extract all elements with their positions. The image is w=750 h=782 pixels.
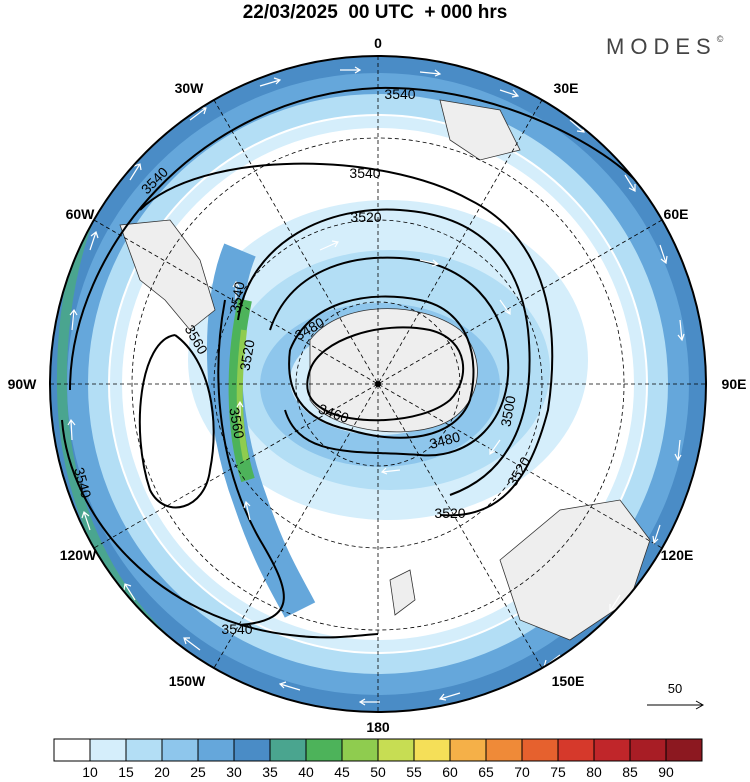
reference-vector-label: 50 [668, 681, 682, 696]
colorbar-swatch [557, 738, 595, 762]
colorbar-swatch [377, 738, 415, 762]
antarctica-land [309, 308, 478, 433]
colorbar-swatch [521, 738, 559, 762]
colorbar-swatch [197, 738, 235, 762]
lon-label-0: 0 [374, 35, 382, 51]
colorbar-tick-label: 70 [514, 764, 530, 780]
map-title: 22/03/2025 00 UTC + 000 hrs [242, 2, 508, 23]
contour-label: 3540 [349, 165, 380, 181]
contour-3500 [269, 256, 510, 457]
colorbar-swatch [413, 738, 451, 762]
contour-label: 3520 [434, 505, 465, 521]
contour-label: 3560 [226, 406, 247, 440]
contour-label: 3520 [236, 338, 257, 372]
colorbar-swatch [629, 738, 667, 762]
reference-vector-arrow [647, 700, 705, 710]
lon-label-90w: 90W [8, 376, 38, 392]
colorbar-tick-label: 80 [586, 764, 602, 780]
contour-outer-south [61, 419, 379, 639]
colorbar-swatch [125, 738, 163, 762]
colorbar-tick-label: 10 [82, 764, 98, 780]
graticule [50, 56, 706, 712]
wind-vectors [67, 66, 685, 706]
copyright-mark: © [716, 34, 724, 44]
colorbar-tick-label: 55 [406, 764, 422, 780]
contour-label: 3540 [221, 621, 252, 637]
colorbar-swatch [89, 738, 127, 762]
contour-label: 3520 [350, 209, 381, 225]
contour-3520 [237, 208, 531, 496]
colorbar-swatch [593, 738, 631, 762]
colorbar-tick-label: 50 [370, 764, 386, 780]
colorbar: 10 15 20 25 30 35 40 45 50 55 60 65 70 75 80 85 90 [53, 738, 703, 780]
jet-band-3 [88, 94, 668, 674]
colorbar-tick-label: 45 [334, 764, 350, 780]
colorbar-swatch [485, 738, 523, 762]
south-pole-marker [375, 381, 381, 387]
contour-label: 3500 [497, 394, 518, 428]
contour-label: 3540 [226, 280, 247, 314]
contour-3540-trough [217, 299, 285, 626]
colorbar-swatch [233, 738, 271, 762]
height-contours [61, 86, 651, 639]
map-boundary [49, 55, 707, 713]
colorbar-tick-label: 40 [298, 764, 314, 780]
colorbar-swatch [665, 738, 703, 762]
colorbar-swatch [161, 738, 199, 762]
lon-label-30e: 30E [554, 80, 579, 96]
contour-label: 3480 [428, 428, 462, 452]
contour-3560 [138, 334, 215, 509]
contour-3540-inner [139, 162, 554, 517]
colorbar-swatch [341, 738, 379, 762]
colorbar-tick-label: 90 [658, 764, 674, 780]
contour-label: 3540 [384, 86, 415, 102]
lon-label-60w: 60W [66, 206, 96, 222]
colorbar-swatch [305, 738, 343, 762]
brand-name: MODES [606, 34, 717, 59]
africa-land [439, 99, 521, 161]
lon-label-150e: 150E [552, 673, 585, 689]
colorbar-swatch [269, 738, 307, 762]
lon-label-30w: 30W [175, 80, 205, 96]
colorbar-tick-label: 25 [190, 764, 206, 780]
new-zealand-land [389, 569, 416, 616]
lon-label-120w: 120W [60, 547, 97, 563]
contour-3460 [306, 326, 464, 422]
lon-label-60e: 60E [664, 206, 689, 222]
trough-jet-core [228, 298, 255, 483]
contour-outer [69, 86, 651, 391]
colorbar-tick-label: 85 [622, 764, 638, 780]
south-america-land [119, 219, 216, 331]
lon-label-120e: 120E [661, 547, 694, 563]
colorbar-tick-label: 15 [118, 764, 134, 780]
colorbar-swatch [449, 738, 487, 762]
colorbar-tick-label: 60 [442, 764, 458, 780]
colorbar-tick-label: 65 [478, 764, 494, 780]
contour-3480 [288, 295, 475, 439]
map-disk [50, 56, 706, 712]
brand-logo: MODES© [606, 34, 723, 60]
colorbar-swatch [53, 738, 91, 762]
lon-label-90e: 90E [722, 376, 747, 392]
lon-label-150w: 150W [169, 673, 206, 689]
contour-label: 3540 [71, 466, 95, 500]
colorbar-tick-label: 20 [154, 764, 170, 780]
colorbar-tick-label: 35 [262, 764, 278, 780]
trough-jet-max [236, 329, 249, 461]
colorbar-tick-label: 75 [550, 764, 566, 780]
colorbar-tick-label: 30 [226, 764, 242, 780]
australia-land [499, 499, 651, 641]
lon-label-180: 180 [366, 719, 390, 735]
